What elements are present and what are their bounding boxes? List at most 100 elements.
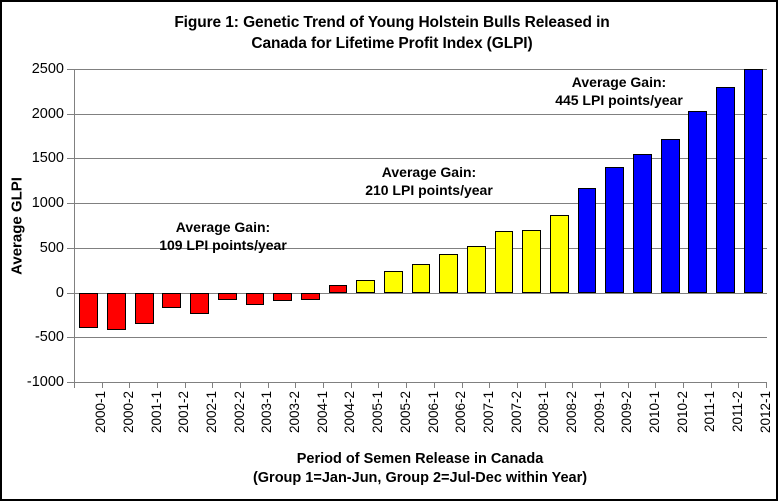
x-tick-15	[489, 382, 491, 388]
x-tick-16	[516, 382, 518, 388]
bar-2005-1	[356, 280, 376, 293]
x-tick-24	[738, 382, 740, 388]
y-tick-2000	[67, 113, 75, 115]
y-tick-label--500: -500	[34, 329, 64, 346]
x-tick-1	[101, 382, 103, 388]
bar-2001-1	[134, 292, 154, 324]
x-tick-10	[350, 382, 352, 388]
bar-2005-2	[383, 271, 403, 293]
x-tick-label-2011-2: 2011-2	[729, 391, 745, 433]
x-tick-21	[655, 382, 657, 388]
y-tick-label-0: 0	[55, 284, 64, 301]
annotation-blue-line-1: Average Gain:	[571, 74, 667, 90]
x-tick-4	[184, 382, 186, 388]
x-tick-label-2000-1: 2000-1	[93, 391, 109, 434]
chart-title: Figure 1: Genetic Trend of Young Holstei…	[62, 12, 722, 54]
x-tick-label-2003-2: 2003-2	[287, 391, 303, 434]
chart-title-line-1: Figure 1: Genetic Trend of Young Holstei…	[174, 14, 610, 31]
chart-title-line-2: Canada for Lifetime Profit Index (GLPI)	[251, 35, 533, 52]
x-tick-label-2009-1: 2009-1	[591, 391, 607, 434]
annotation-blue-group: Average Gain: 445 LPI points/year	[504, 73, 734, 109]
x-tick-label-2001-1: 2001-1	[148, 391, 164, 434]
x-tick-label-2009-2: 2009-2	[619, 391, 635, 434]
x-tick-2	[129, 382, 131, 388]
bar-2008-2	[549, 214, 569, 293]
y-tick--500	[67, 337, 75, 339]
y-tick-1500	[67, 158, 75, 160]
annotation-yellow-line-2: 210 LPI points/year	[365, 182, 493, 198]
x-tick-22	[682, 382, 684, 388]
y-tick-label-1500: 1500	[31, 150, 64, 167]
x-tick-label-2005-2: 2005-2	[397, 391, 413, 434]
bar-2004-2	[328, 284, 348, 293]
bar-2010-2	[660, 139, 680, 293]
bar-2012-1	[743, 69, 763, 293]
x-tick-label-2011-1: 2011-1	[702, 391, 718, 433]
y-tick--1000	[67, 382, 75, 383]
x-tick-label-2002-1: 2002-1	[204, 391, 220, 434]
x-tick-0	[74, 382, 75, 388]
y-tick-label-2500: 2500	[31, 61, 64, 77]
bar-series	[75, 69, 767, 382]
x-tick-label-2006-1: 2006-1	[425, 391, 441, 434]
bar-2007-2	[494, 231, 514, 293]
annotation-red-group: Average Gain: 109 LPI points/year	[108, 218, 338, 254]
plot-area: Average GLPI -1000 -500 0 500 1000 1500 2000 25…	[9, 61, 767, 390]
x-tick-label-2005-1: 2005-1	[370, 391, 386, 434]
x-tick-7	[267, 382, 269, 388]
x-tick-label-2001-2: 2001-2	[176, 391, 192, 434]
x-tick-label-2004-1: 2004-1	[314, 391, 330, 434]
x-tick-18	[572, 382, 574, 388]
y-tick-label--1000: -1000	[26, 374, 64, 390]
bar-2003-1	[245, 292, 265, 305]
y-axis-title: Average GLPI	[8, 176, 26, 275]
bar-2003-2	[273, 292, 292, 302]
x-axis-title-line-1: Period of Semen Release in Canada	[296, 451, 544, 467]
y-tick-label-500: 500	[39, 239, 64, 256]
bar-2008-1	[522, 229, 542, 293]
gridline-0	[75, 292, 767, 294]
x-tick-5	[212, 382, 214, 388]
gridline-1000	[75, 203, 767, 205]
x-tick-13	[433, 382, 435, 388]
bar-2000-1	[79, 292, 99, 329]
bar-2011-1	[688, 111, 708, 293]
x-tick-label-2007-2: 2007-2	[508, 391, 524, 434]
x-tick-12	[406, 382, 408, 388]
gridline-500	[75, 247, 767, 249]
x-tick-8	[295, 382, 297, 388]
x-tick-3	[157, 382, 159, 388]
bar-2002-2	[217, 292, 237, 300]
y-tick-0	[67, 292, 75, 294]
gridline--500	[75, 337, 767, 339]
x-tick-label-2010-2: 2010-2	[674, 391, 690, 434]
x-tick-label-2008-1: 2008-1	[536, 391, 552, 434]
bar-2002-1	[190, 292, 209, 315]
x-tick-17	[544, 382, 546, 388]
x-tick-11	[378, 382, 380, 388]
x-tick-25	[766, 382, 767, 388]
x-tick-20	[627, 382, 629, 388]
x-tick-23	[710, 382, 712, 388]
bar-2011-2	[716, 86, 735, 293]
x-axis-line	[74, 382, 766, 383]
x-axis-title: Period of Semen Release in Canada (Group…	[74, 450, 766, 488]
y-tick-1000	[67, 203, 75, 205]
annotation-red-line-2: 109 LPI points/year	[159, 237, 287, 253]
x-tick-19	[599, 382, 601, 388]
x-axis-title-line-2: (Group 1=Jan-Jun, Group 2=Jul-Dec within…	[252, 470, 588, 486]
bar-2006-2	[439, 253, 459, 293]
x-tick-label-2004-2: 2004-2	[342, 391, 358, 434]
bar-2009-1	[577, 187, 597, 293]
annotation-yellow-group: Average Gain: 210 LPI points/year	[314, 163, 544, 199]
y-tick-label-1000: 1000	[31, 195, 64, 212]
x-tick-label-2008-2: 2008-2	[563, 391, 579, 434]
y-tick-500	[67, 247, 75, 249]
x-tick-label-2012-1: 2012-1	[757, 391, 773, 434]
y-tick-label-2000: 2000	[31, 105, 64, 122]
annotation-red-line-1: Average Gain:	[175, 219, 271, 235]
annotation-blue-line-2: 445 LPI points/year	[555, 92, 683, 108]
annotation-yellow-line-1: Average Gain:	[381, 164, 477, 180]
x-tick-label-2002-2: 2002-2	[231, 391, 247, 434]
